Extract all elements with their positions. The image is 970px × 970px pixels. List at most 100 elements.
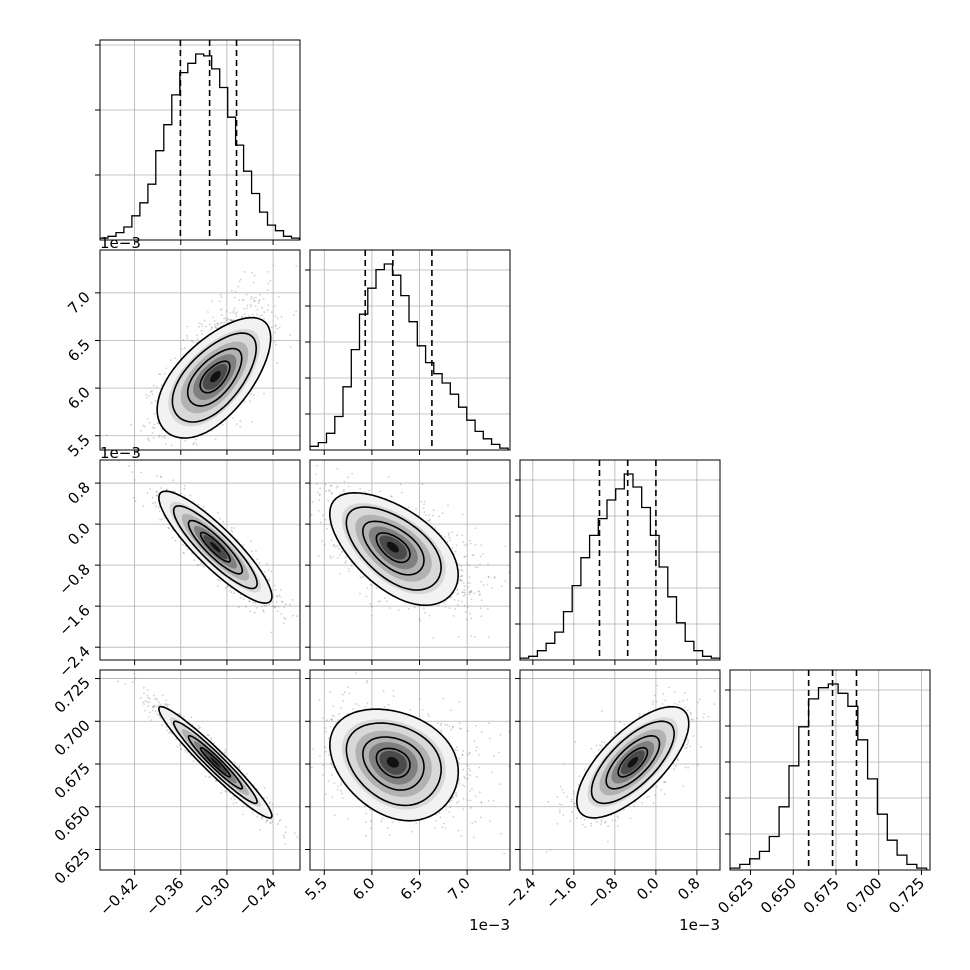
scatter-point [163, 372, 166, 375]
scatter-point [238, 766, 241, 769]
scatter-point [232, 311, 235, 314]
scatter-point [378, 490, 381, 493]
scatter-point [488, 636, 490, 638]
scatter-point [184, 439, 187, 442]
scatter-point [143, 425, 146, 428]
scatter-point [323, 543, 326, 546]
scatter-point [143, 692, 145, 695]
scatter-point [200, 323, 203, 325]
scatter-point [210, 326, 213, 329]
scatter-point [462, 595, 465, 597]
scatter-point [447, 504, 449, 507]
scatter-point [146, 438, 149, 441]
scatter-point [470, 598, 473, 600]
scatter-point [470, 591, 473, 593]
scatter-point [277, 610, 279, 613]
scatter-point [155, 385, 158, 388]
scatter-point [272, 264, 275, 267]
histogram-step [310, 263, 509, 450]
scatter-point [161, 518, 163, 521]
scatter-point [459, 575, 461, 578]
scatter-point [251, 421, 254, 423]
scatter-point [214, 438, 217, 441]
scatter-point [214, 326, 217, 328]
scatter-point [181, 348, 184, 350]
scatter-point [258, 299, 261, 301]
scatter-point [158, 435, 161, 438]
scatter-point [279, 596, 281, 598]
scatter-point [200, 562, 202, 565]
scatter-point [184, 484, 186, 487]
scatter-point [216, 322, 219, 325]
scatter-point [191, 340, 193, 342]
scatter-point [479, 555, 482, 558]
scatter-point [184, 347, 186, 350]
scatter-point [478, 594, 481, 596]
scatter-point [252, 297, 255, 300]
scatter-point [267, 569, 270, 571]
scatter-point [359, 576, 362, 579]
scatter-point [233, 592, 235, 595]
scatter-point [238, 606, 240, 608]
scatter-point [280, 600, 283, 603]
scatter-point [215, 780, 217, 782]
scatter-point [278, 326, 281, 329]
scatter-point [156, 422, 159, 425]
contour-line-2 [187, 519, 244, 575]
scatter-point [254, 602, 257, 604]
scatter-point [479, 593, 482, 595]
scatter-point [259, 315, 262, 317]
joint-content [117, 672, 304, 845]
scatter-point [273, 606, 276, 609]
scatter-point [194, 441, 197, 444]
scatter-point [164, 436, 166, 439]
scatter-point [270, 631, 273, 634]
scatter-point [258, 561, 261, 564]
scatter-point [230, 529, 232, 532]
scatter-point [153, 704, 156, 707]
scatter-point [466, 555, 468, 557]
scatter-point [152, 705, 155, 708]
scatter-point [158, 455, 160, 457]
scatter-point [255, 607, 258, 609]
scatter-point [159, 476, 162, 479]
scatter-point [427, 514, 430, 517]
scatter-point [457, 599, 460, 602]
scatter-point [246, 773, 249, 775]
scatter-point [155, 697, 158, 700]
scatter-point [150, 402, 153, 404]
panel-frame [99, 39, 301, 241]
scatter-point [245, 293, 248, 296]
scatter-point [397, 609, 400, 611]
scatter-point [302, 842, 304, 844]
scatter-point [180, 748, 183, 750]
scatter-point [219, 309, 222, 312]
scatter-point [316, 464, 318, 467]
scatter-point [387, 475, 390, 478]
scatter-point [146, 701, 149, 703]
scatter-point [154, 710, 157, 712]
scatter-point [468, 593, 471, 596]
scatter-point [223, 752, 226, 755]
scatter-point [344, 561, 347, 564]
scatter-point [263, 318, 265, 320]
scatter-point [179, 714, 182, 716]
scatter-point [229, 312, 232, 314]
scatter-point [147, 696, 150, 699]
scatter-point [186, 325, 189, 328]
scatter-point [277, 295, 280, 298]
scatter-point [196, 337, 199, 340]
scatter-point [212, 316, 215, 319]
scatter-point [149, 488, 152, 490]
scatter-point [269, 822, 272, 825]
scatter-point [155, 706, 158, 708]
scatter-point [255, 296, 257, 299]
scatter-point [420, 500, 423, 503]
scatter-point [260, 816, 263, 818]
scatter-point [418, 618, 421, 620]
scatter-point [251, 550, 253, 553]
scatter-point [209, 776, 211, 778]
scatter-point [256, 558, 259, 560]
scatter-point [261, 306, 263, 309]
scatter-point [270, 570, 273, 573]
